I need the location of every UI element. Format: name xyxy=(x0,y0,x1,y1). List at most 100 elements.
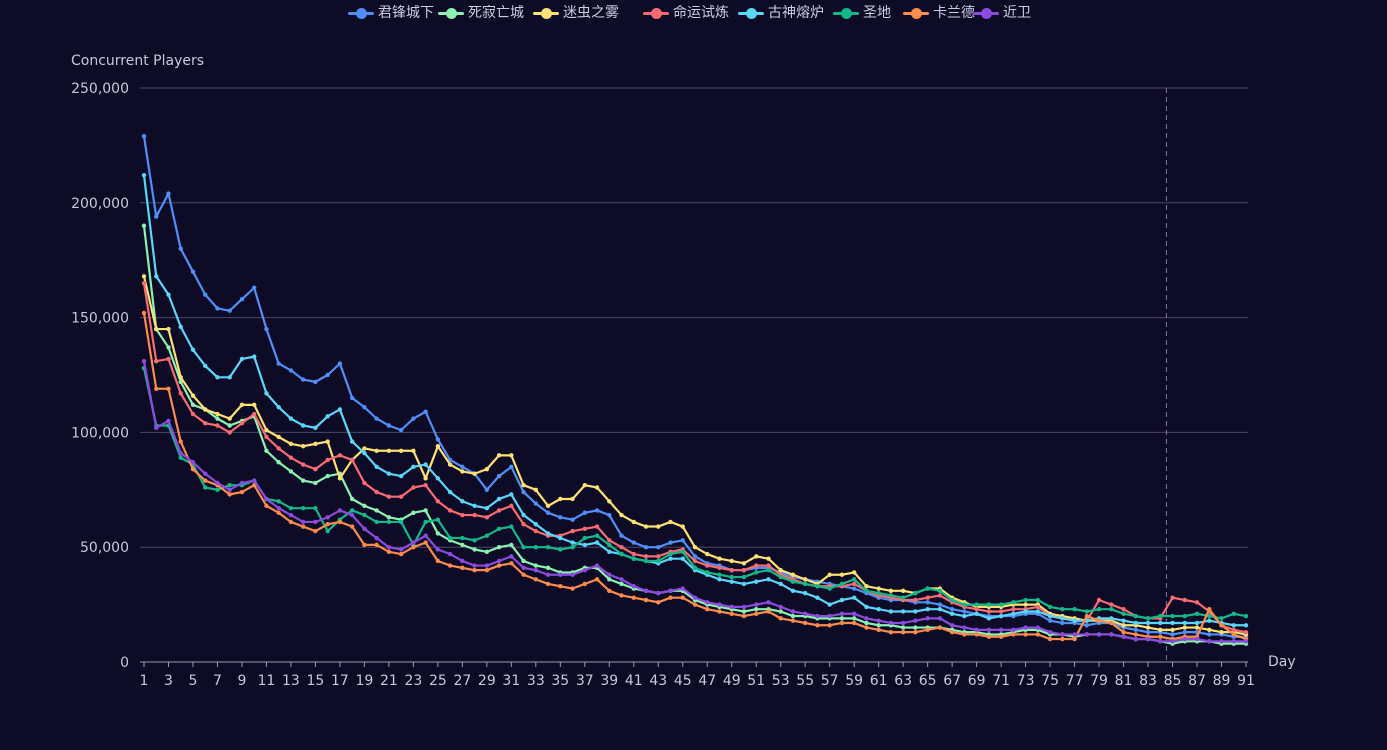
data-point xyxy=(839,620,845,626)
data-point xyxy=(386,549,392,554)
data-point xyxy=(962,625,967,630)
series-line-4[interactable] xyxy=(142,282,1247,634)
data-point xyxy=(1121,634,1126,639)
data-point xyxy=(362,512,367,518)
data-point xyxy=(692,595,698,600)
data-point xyxy=(398,473,404,479)
series-line-7[interactable] xyxy=(142,312,1247,641)
data-point xyxy=(754,611,759,616)
data-point xyxy=(607,549,612,554)
series-line-6[interactable] xyxy=(142,367,1247,620)
data-point xyxy=(1170,627,1175,633)
data-point xyxy=(1207,639,1212,644)
data-point xyxy=(668,588,673,594)
data-point xyxy=(643,524,649,529)
y-tick-label: 150,000 xyxy=(71,311,129,327)
series-line-3[interactable] xyxy=(142,276,1247,636)
data-point xyxy=(521,489,526,495)
data-point xyxy=(300,519,306,525)
legend-marker-icon xyxy=(356,8,367,19)
data-point xyxy=(276,510,281,515)
data-point xyxy=(1170,639,1175,644)
data-point xyxy=(570,586,575,591)
data-point xyxy=(582,581,587,587)
data-point xyxy=(362,526,367,532)
data-point xyxy=(386,423,392,428)
data-point xyxy=(288,505,294,511)
data-point xyxy=(913,609,918,614)
data-point xyxy=(423,476,428,481)
series-line-2[interactable] xyxy=(142,225,1246,645)
y-tick-label: 0 xyxy=(120,655,129,671)
x-tick-label: 61 xyxy=(870,673,888,689)
data-point xyxy=(496,526,502,532)
data-point xyxy=(594,533,600,538)
data-point xyxy=(594,508,600,513)
data-point xyxy=(876,590,881,596)
data-point xyxy=(472,538,477,543)
data-point xyxy=(509,561,514,566)
data-point xyxy=(790,613,796,619)
x-tick-label: 21 xyxy=(380,673,398,689)
data-point xyxy=(521,483,526,488)
data-point xyxy=(1035,632,1041,637)
data-point xyxy=(900,620,906,626)
data-point xyxy=(300,443,306,449)
data-point xyxy=(178,450,183,456)
data-point xyxy=(778,567,783,573)
data-point xyxy=(509,542,514,548)
legend-label: 死寂亡城 xyxy=(468,5,524,21)
data-point xyxy=(1023,625,1028,630)
data-point xyxy=(974,606,979,612)
x-tick-label: 29 xyxy=(478,673,496,689)
data-point xyxy=(288,368,294,373)
data-point xyxy=(1035,604,1041,610)
x-tick-label: 67 xyxy=(943,673,961,689)
data-point xyxy=(900,588,906,594)
data-point xyxy=(656,590,661,596)
data-point xyxy=(496,473,502,479)
data-point xyxy=(141,274,147,279)
data-point xyxy=(264,427,269,433)
data-point xyxy=(607,577,612,582)
data-point xyxy=(766,556,771,561)
data-point xyxy=(313,441,318,447)
data-point xyxy=(325,457,330,463)
data-point xyxy=(1133,613,1139,619)
data-point xyxy=(1011,632,1016,637)
data-point xyxy=(300,462,306,467)
x-tick-label: 33 xyxy=(527,673,545,689)
data-point xyxy=(386,448,392,453)
data-point xyxy=(570,545,575,550)
data-point xyxy=(1231,639,1236,644)
x-tick-label: 53 xyxy=(772,673,790,689)
x-tick-label: 51 xyxy=(747,673,765,689)
data-point xyxy=(631,556,636,561)
data-point xyxy=(1231,632,1236,637)
data-point xyxy=(741,567,747,573)
data-point xyxy=(705,570,710,575)
data-point xyxy=(349,439,355,444)
data-point xyxy=(374,519,379,525)
data-point xyxy=(349,496,355,502)
data-point xyxy=(754,606,759,612)
x-tick-label: 31 xyxy=(502,673,520,689)
data-point xyxy=(264,496,269,502)
data-point xyxy=(252,285,257,290)
data-point xyxy=(1035,625,1041,630)
data-point xyxy=(851,611,857,616)
data-point xyxy=(1109,602,1114,607)
data-point xyxy=(313,505,318,511)
data-point xyxy=(900,609,906,614)
data-point xyxy=(166,292,171,297)
data-point xyxy=(949,629,955,635)
data-point xyxy=(325,414,330,419)
data-point xyxy=(1084,632,1090,637)
data-point xyxy=(496,545,502,550)
data-point xyxy=(252,354,257,359)
data-point xyxy=(754,563,759,568)
legend-marker-icon xyxy=(446,8,457,19)
data-point xyxy=(215,411,220,417)
data-point xyxy=(998,627,1004,633)
